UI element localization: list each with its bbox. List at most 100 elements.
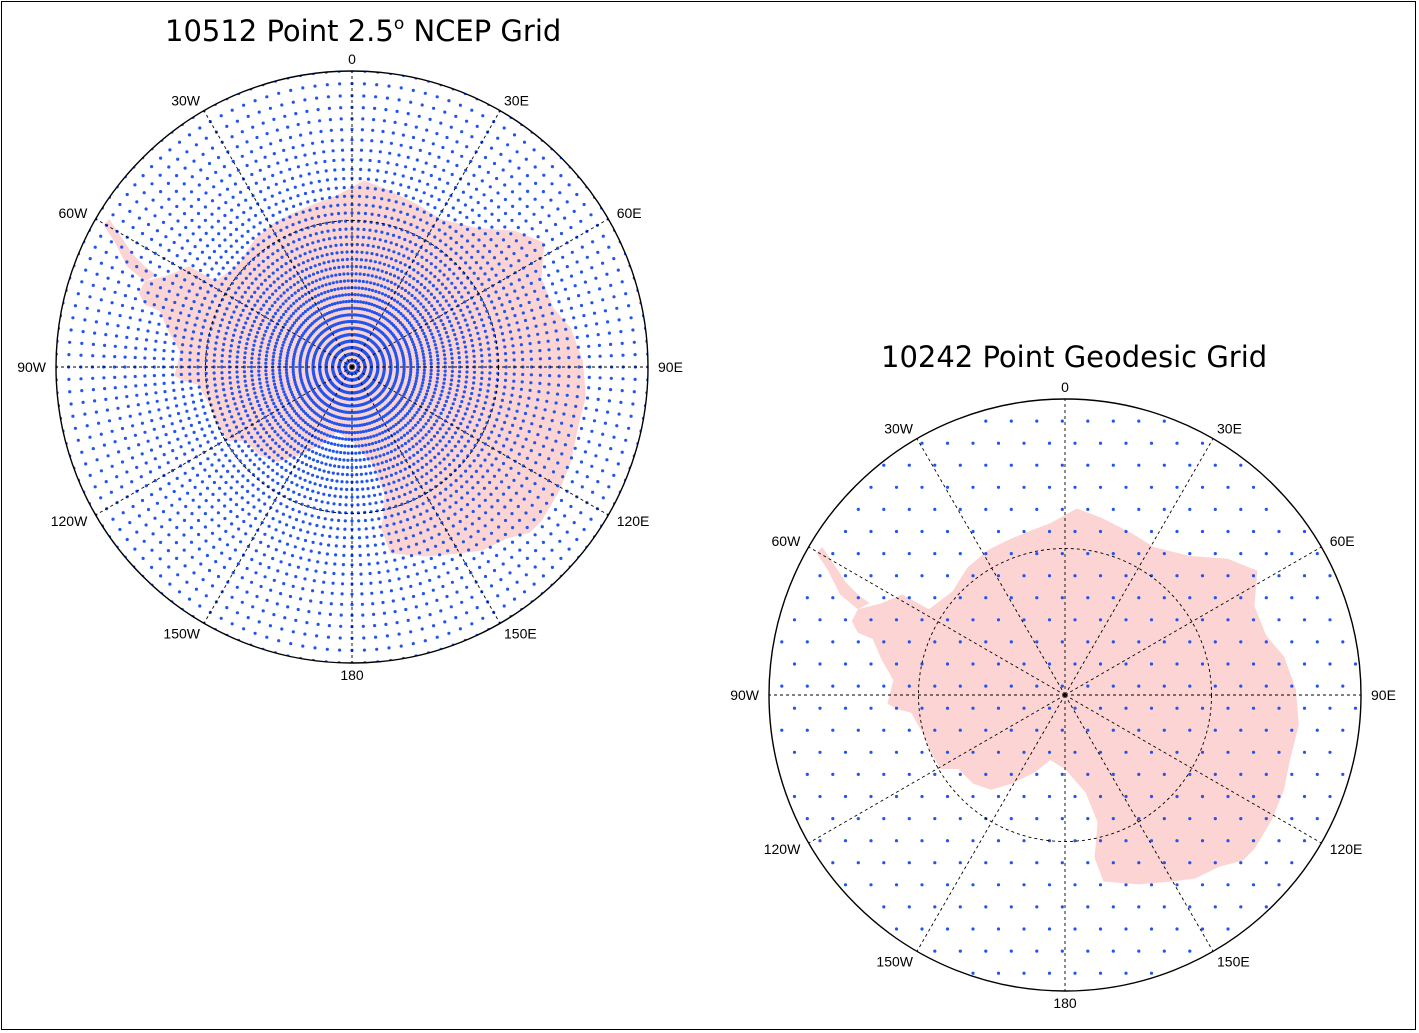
- grid-point: [204, 191, 208, 195]
- grid-point: [118, 416, 122, 420]
- grid-point: [319, 188, 323, 192]
- grid-point: [579, 460, 584, 464]
- grid-point: [299, 174, 303, 178]
- grid-point: [441, 295, 445, 299]
- grid-point: [168, 518, 172, 522]
- grid-point: [399, 261, 403, 265]
- grid-point: [240, 485, 244, 489]
- grid-point: [598, 287, 602, 291]
- grid-point: [428, 450, 432, 454]
- grid-point: [240, 400, 244, 404]
- grid-point: [262, 461, 266, 465]
- grid-point: [541, 444, 546, 448]
- grid-point: [304, 454, 308, 458]
- grid-point: [336, 287, 340, 291]
- grid-point: [413, 296, 417, 300]
- grid-point: [308, 480, 312, 484]
- grid-point: [432, 624, 436, 628]
- grid-point: [296, 565, 300, 569]
- grid-point: [93, 331, 97, 335]
- grid-point: [234, 439, 238, 443]
- grid-point: [414, 351, 418, 355]
- grid-point: [228, 381, 232, 385]
- grid-point: [193, 407, 197, 411]
- grid-point: [338, 636, 342, 640]
- grid-point: [389, 241, 393, 245]
- grid-point: [382, 119, 386, 123]
- grid-point: [293, 291, 297, 295]
- grid-point: [470, 622, 474, 626]
- grid-point: [386, 161, 390, 165]
- grid-point: [311, 473, 315, 477]
- grid-point: [453, 218, 457, 222]
- grid-point: [295, 247, 299, 251]
- grid-point: [240, 576, 244, 580]
- grid-point: [153, 516, 157, 520]
- grid-point: [184, 296, 188, 300]
- grid-point: [443, 467, 447, 471]
- grid-point: [254, 315, 258, 319]
- grid-point: [271, 459, 275, 463]
- grid-point: [125, 470, 129, 474]
- grid-point: [307, 610, 311, 614]
- grid-point: [373, 187, 377, 191]
- grid-point: [470, 391, 474, 396]
- grid-point: [289, 534, 293, 538]
- grid-point: [213, 347, 217, 351]
- grid-point: [429, 556, 433, 561]
- grid-point: [189, 423, 193, 427]
- grid-point: [453, 299, 457, 303]
- grid-point: [340, 138, 344, 142]
- grid-point: [582, 527, 586, 532]
- grid-point: [309, 181, 313, 185]
- grid-point: [271, 262, 275, 266]
- grid-point: [349, 333, 353, 337]
- grid-point: [113, 386, 117, 390]
- grid-point: [411, 304, 415, 308]
- grid-point: [283, 322, 287, 326]
- grid-point: [258, 562, 262, 566]
- grid-point: [507, 407, 511, 411]
- grid-point: [477, 393, 481, 397]
- grid-point: [216, 511, 220, 515]
- grid-point: [259, 423, 263, 427]
- grid-point: [481, 475, 485, 479]
- grid-point: [240, 130, 244, 134]
- grid-point: [246, 229, 250, 233]
- grid-point: [369, 435, 373, 439]
- grid-point: [308, 306, 313, 310]
- grid-point: [203, 434, 207, 438]
- grid-point: [455, 140, 459, 144]
- grid-point: [226, 326, 230, 330]
- grid-point: [519, 387, 524, 391]
- grid-point: [400, 444, 404, 448]
- grid-point: [353, 431, 357, 435]
- grid-point: [341, 465, 345, 469]
- grid-point: [271, 173, 275, 178]
- grid-point: [253, 290, 257, 294]
- grid-point: [541, 574, 546, 578]
- grid-point: [142, 191, 146, 195]
- grid-point: [503, 547, 507, 551]
- grid-point: [296, 280, 300, 284]
- grid-point: [307, 448, 311, 452]
- grid-point: [427, 348, 431, 352]
- grid-point: [429, 372, 433, 376]
- grid-point: [311, 272, 316, 276]
- grid-point: [297, 467, 301, 471]
- grid-point: [155, 331, 159, 335]
- grid-point: [91, 342, 95, 346]
- grid-point: [521, 285, 525, 289]
- grid-point: [488, 359, 492, 363]
- grid-point: [162, 373, 166, 377]
- grid-point: [457, 374, 461, 378]
- grid-point: [303, 191, 308, 196]
- grid-point: [180, 380, 184, 384]
- grid-point: [200, 480, 204, 484]
- grid-point: [465, 239, 470, 243]
- grid-point: [267, 322, 271, 326]
- grid-point: [344, 503, 348, 507]
- grid-point: [292, 321, 297, 325]
- grid-point: [386, 279, 390, 283]
- grid-point: [313, 466, 317, 470]
